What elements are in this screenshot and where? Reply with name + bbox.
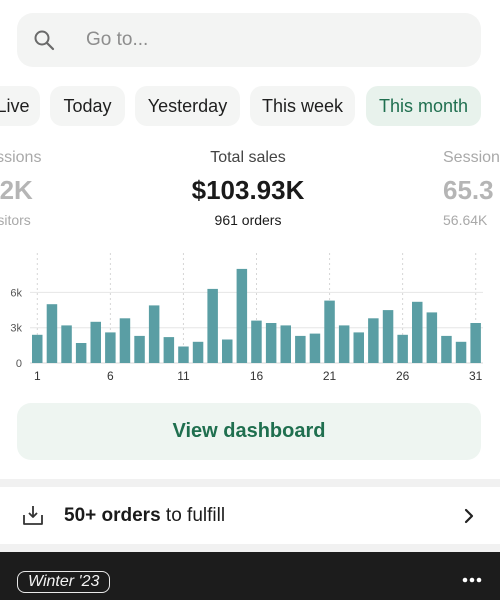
chart-bar-day-30[interactable] [455,341,467,363]
chart-bar-day-28[interactable] [426,312,438,363]
chart-bar-day-17[interactable] [265,323,277,363]
chart-bar-day-31[interactable] [470,323,481,363]
x-tick-label: 16 [250,369,264,383]
orders-count: 50+ orders [64,505,161,526]
stat-value: 22K [0,175,33,205]
chart-bar-day-11[interactable] [178,346,189,364]
search-bar[interactable]: Go to... [17,13,481,67]
chart-bar-day-1[interactable] [32,334,43,363]
stat-value: $103.93K [191,175,305,205]
tab-yesterday[interactable]: Yesterday [135,86,240,126]
x-tick-label: 1 [34,369,41,383]
x-tick-label: 6 [107,369,114,383]
tab-live[interactable]: Live [0,86,40,126]
chart-bar-day-26[interactable] [397,334,408,363]
stat-sub: 56.64K [443,212,488,228]
x-tick-label: 11 [177,369,190,383]
chart-bar-day-3[interactable] [61,325,72,363]
more-options-icon[interactable] [462,577,482,583]
chart-bar-day-24[interactable] [368,318,379,363]
chart-bar-day-16[interactable] [251,320,262,363]
section-divider [0,479,500,487]
chart-bar-day-10[interactable] [163,337,175,363]
chevron-right-icon [464,508,474,524]
chart-bar-day-13[interactable] [207,288,218,363]
view-dashboard-button[interactable]: View dashboard [17,403,481,460]
search-input[interactable]: Go to... [86,29,149,50]
chart-bar-day-21[interactable] [324,300,335,363]
chart-bar-day-4[interactable] [75,343,87,363]
chart-bar-day-12[interactable] [192,341,204,363]
stat-label: Sessions [0,149,42,166]
chart-bar-day-2[interactable] [46,304,58,363]
chart-bar-day-19[interactable] [295,335,306,363]
chart-bar-day-14[interactable] [222,339,233,364]
chart-bar-day-20[interactable] [309,333,321,363]
section-divider [0,544,500,552]
stat-value: 65.3 [443,175,494,205]
chart-bar-day-25[interactable] [382,310,394,363]
chart-bar-day-15[interactable] [236,268,248,363]
orders-suffix: to fulfill [160,505,226,526]
chart-bar-day-23[interactable] [353,332,365,363]
edition-badge[interactable]: Winter '23 [17,571,111,593]
tab-today[interactable]: Today [50,86,125,126]
tab-this-week[interactable]: This week [250,86,355,126]
search-icon [34,30,55,51]
chart-bar-day-7[interactable] [119,318,131,363]
chart-bar-day-6[interactable] [105,332,116,363]
chart-bar-day-29[interactable] [441,335,452,363]
stat-label: Total sales [210,149,286,166]
chart-bar-day-8[interactable] [134,335,145,363]
x-tick-label: 26 [396,369,410,383]
tab-this-month[interactable]: This month [366,86,481,126]
x-tick-label: 31 [469,369,483,383]
chart-bar-day-22[interactable] [338,325,350,363]
stat-sessions-left[interactable]: Sessions 22K visitors [0,149,74,229]
orders-to-fulfill-row[interactable]: 50+ orders to fulfill [0,487,500,544]
y-tick-label: 0 [16,358,22,370]
chart-bar-day-27[interactable] [412,301,423,363]
stat-sessions-right[interactable]: Sessions 65.3 56.64K [443,149,500,229]
stat-total-sales[interactable]: Total sales $103.93K 961 orders [148,149,348,229]
stat-label: Sessions [443,149,500,166]
chart-bar-day-18[interactable] [280,325,292,363]
x-tick-label: 21 [323,369,337,383]
download-tray-icon [23,506,43,525]
chart-bar-day-9[interactable] [148,305,160,363]
stat-sub: visitors [0,212,31,228]
chart-bar-day-5[interactable] [90,321,102,363]
y-tick-label: 3k [10,323,22,335]
bottom-bar: Winter '23 [0,552,500,600]
orders-to-fulfill-text: 50+ orders to fulfill [64,487,225,544]
stat-sub: 961 orders [214,212,282,228]
y-tick-label: 6k [10,287,22,299]
